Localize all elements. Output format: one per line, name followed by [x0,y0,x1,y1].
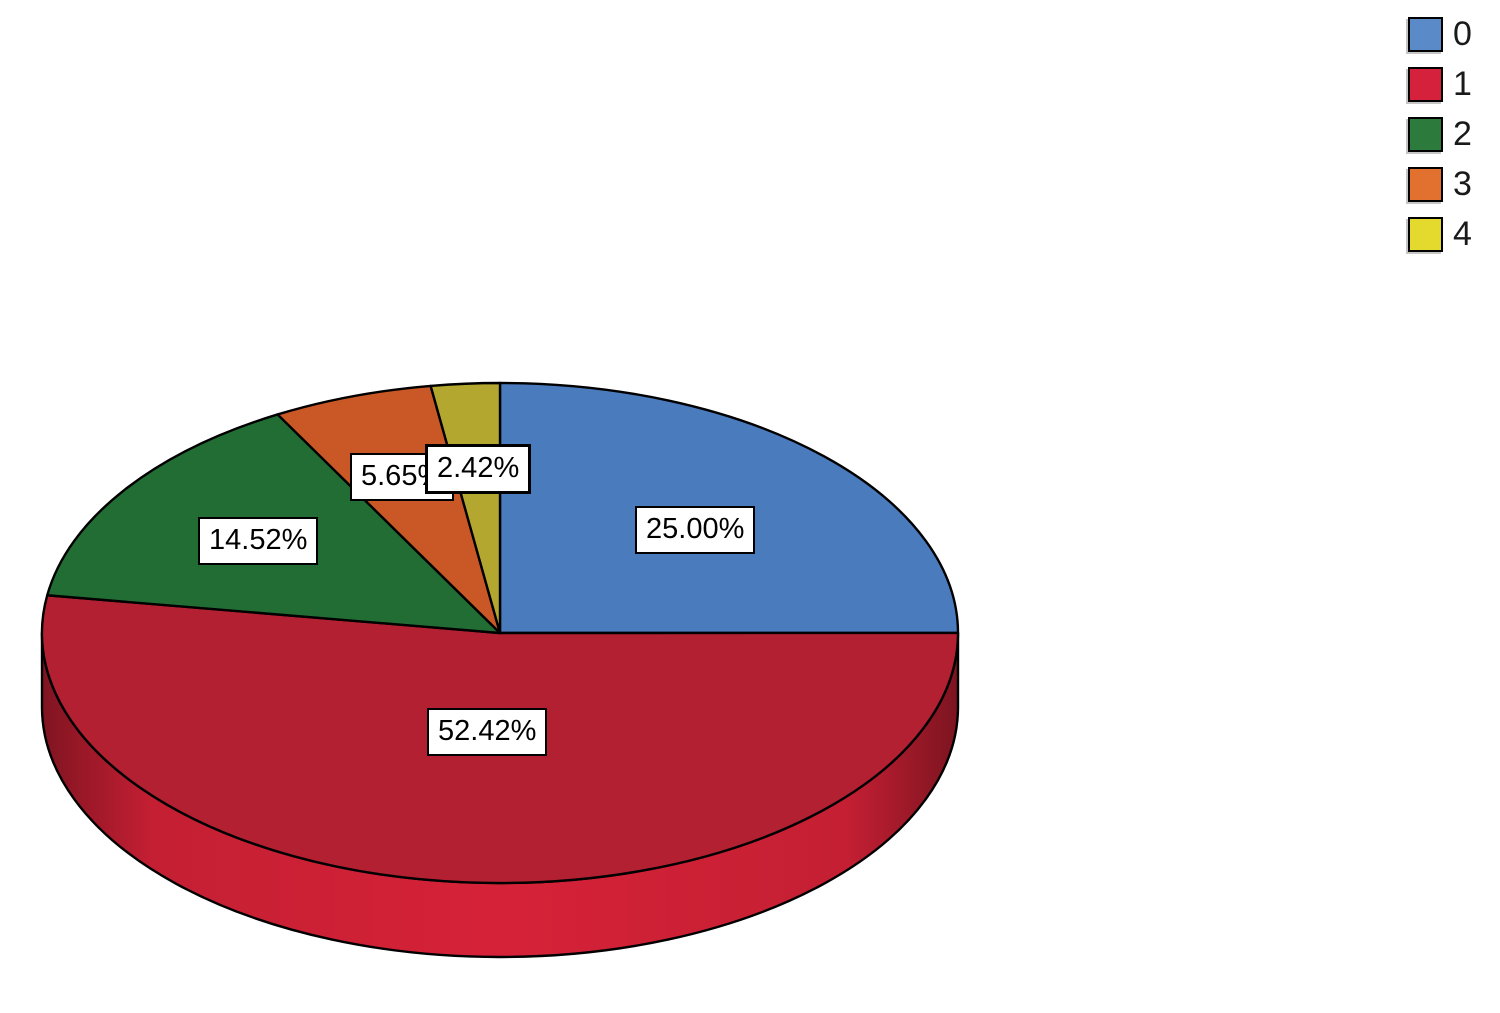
legend-label-1: 1 [1453,65,1472,103]
legend-item-3: 3 [1408,165,1472,203]
legend-swatch-4 [1408,217,1443,252]
legend-item-0: 0 [1408,15,1472,53]
legend-label-2: 2 [1453,115,1472,153]
legend-item-2: 2 [1408,115,1472,153]
legend-item-4: 4 [1408,215,1472,253]
legend-item-1: 1 [1408,65,1472,103]
legend-label-0: 0 [1453,15,1472,53]
legend: 0 1 2 3 4 [1408,15,1472,267]
legend-swatch-0 [1408,17,1443,52]
slice-label-category-2: 14.52% [198,517,319,565]
legend-swatch-2 [1408,117,1443,152]
slice-label-category-0: 25.00% [635,506,756,554]
legend-swatch-3 [1408,167,1443,202]
slice-label-category-4: 2.42% [425,444,532,494]
legend-label-4: 4 [1453,215,1472,253]
legend-label-3: 3 [1453,165,1472,203]
legend-swatch-1 [1408,67,1443,102]
slice-label-category-1: 52.42% [427,708,548,756]
